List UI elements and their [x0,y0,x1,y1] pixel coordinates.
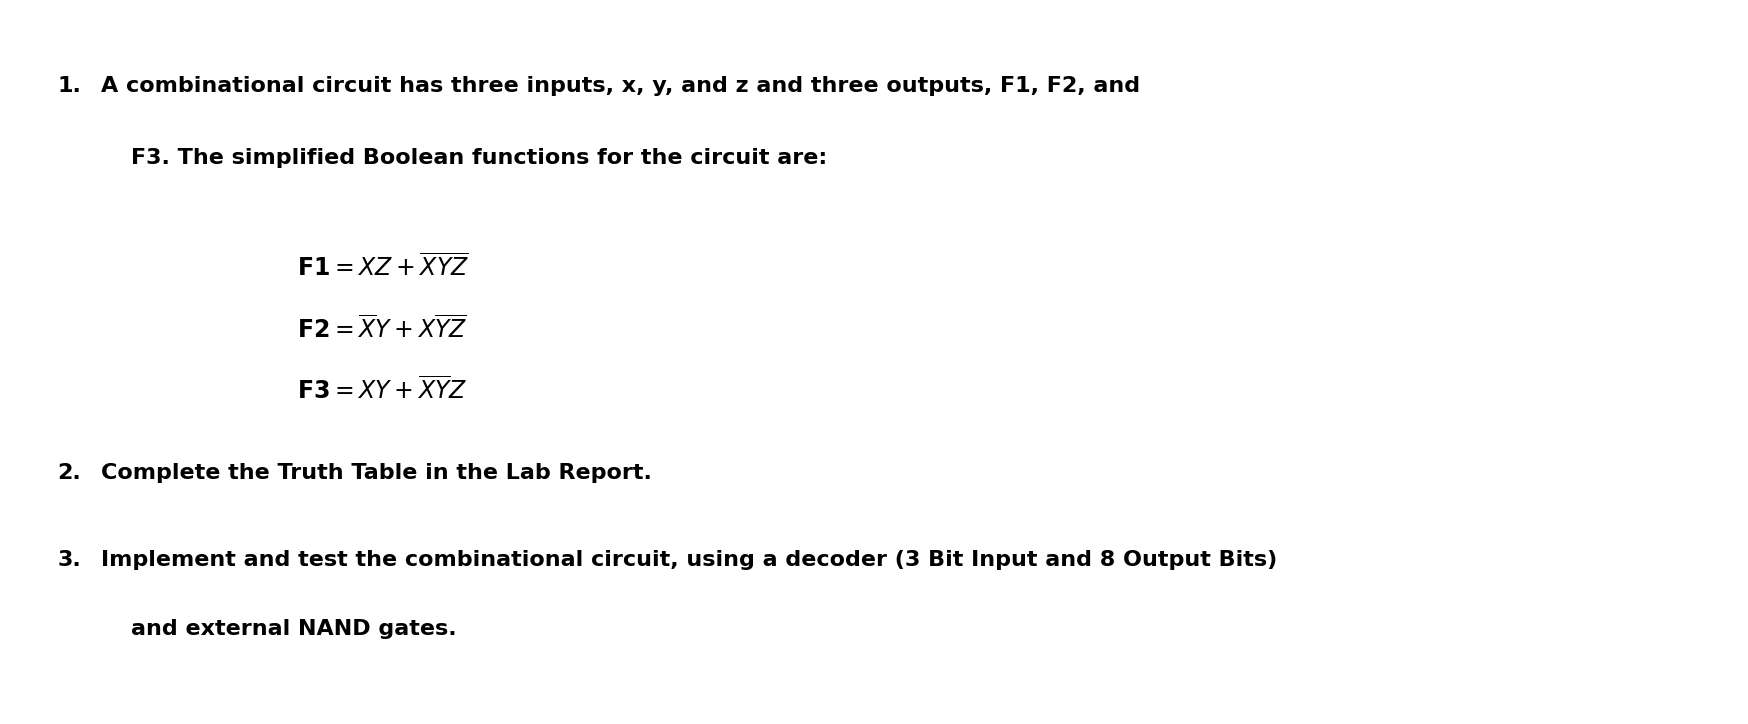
Text: F3. The simplified Boolean functions for the circuit are:: F3. The simplified Boolean functions for… [131,148,827,169]
Text: Complete the Truth Table in the Lab Report.: Complete the Truth Table in the Lab Repo… [101,463,652,484]
Text: and external NAND gates.: and external NAND gates. [131,619,456,639]
Text: $\mathbf{F1} = XZ + \overline{X}\overline{Y}\overline{Z}$: $\mathbf{F1} = XZ + \overline{X}\overlin… [297,253,468,281]
Text: 2.: 2. [58,463,82,484]
Text: $\mathbf{F2} = \overline{X}Y + X\overline{Y}\overline{Z}$: $\mathbf{F2} = \overline{X}Y + X\overlin… [297,315,467,342]
Text: Implement and test the combinational circuit, using a decoder (3 Bit Input and 8: Implement and test the combinational cir… [101,550,1278,571]
Text: 1.: 1. [58,76,82,96]
Text: $\mathbf{F3} = XY + \overline{X}\overline{Y}Z$: $\mathbf{F3} = XY + \overline{X}\overlin… [297,376,467,404]
Text: A combinational circuit has three inputs, x, y, and z and three outputs, F1, F2,: A combinational circuit has three inputs… [101,76,1140,96]
Text: 3.: 3. [58,550,82,571]
